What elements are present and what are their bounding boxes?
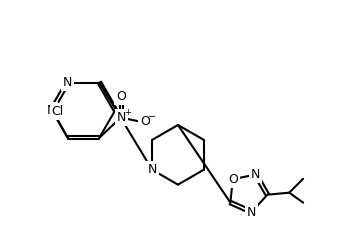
Text: Cl: Cl [52,105,64,118]
Text: −: − [148,112,156,122]
Text: N: N [117,111,126,124]
Text: N: N [147,163,157,176]
Text: O: O [116,90,126,103]
Text: N: N [251,168,260,181]
Text: N: N [47,104,56,117]
Text: N: N [63,76,72,89]
Text: N: N [247,206,256,218]
Text: O: O [228,173,238,186]
Text: O: O [140,115,150,128]
Text: +: + [124,108,131,117]
